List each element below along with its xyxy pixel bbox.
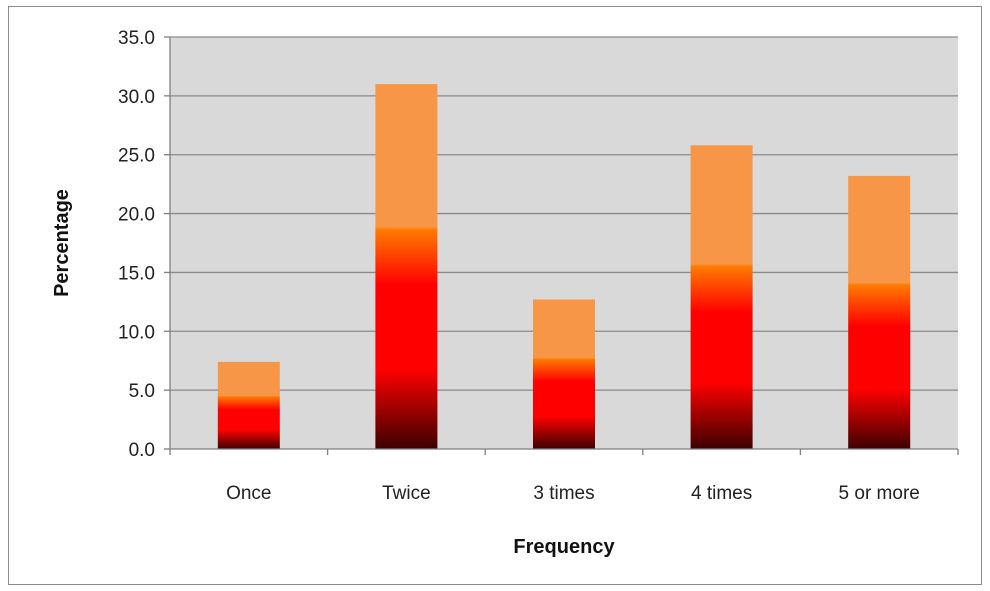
x-tick-label: 4 times (691, 483, 752, 504)
axes (164, 36, 959, 455)
bar (533, 299, 595, 449)
gridlines (170, 36, 958, 391)
bars (217, 84, 911, 449)
y-axis-title: Percentage (51, 189, 73, 297)
y-tick-label: 0.0 (129, 440, 155, 461)
x-axis-title: Frequency (513, 536, 615, 558)
bar (375, 84, 438, 449)
x-tick-label: Once (226, 483, 271, 504)
x-tick-labels: Once Twice 3 times 4 times 5 or more (226, 483, 920, 504)
y-tick-label: 30.0 (118, 87, 155, 108)
y-tick-label: 20.0 (118, 205, 155, 226)
y-tick-label: 10.0 (118, 322, 155, 343)
x-tick-label: 3 times (533, 483, 594, 504)
y-tick-label: 35.0 (118, 28, 155, 49)
bar (848, 175, 911, 449)
y-tick-label: 25.0 (118, 146, 155, 167)
y-tick-label: 5.0 (129, 381, 155, 402)
y-tick-label: 15.0 (118, 263, 155, 284)
x-tick-label: Twice (382, 483, 431, 504)
y-tick-labels: 0.0 5.0 10.0 15.0 20.0 25.0 30.0 35.0 (118, 28, 155, 461)
x-tick-label: 5 or more (839, 483, 920, 504)
bar (217, 361, 280, 449)
bar (690, 145, 753, 449)
